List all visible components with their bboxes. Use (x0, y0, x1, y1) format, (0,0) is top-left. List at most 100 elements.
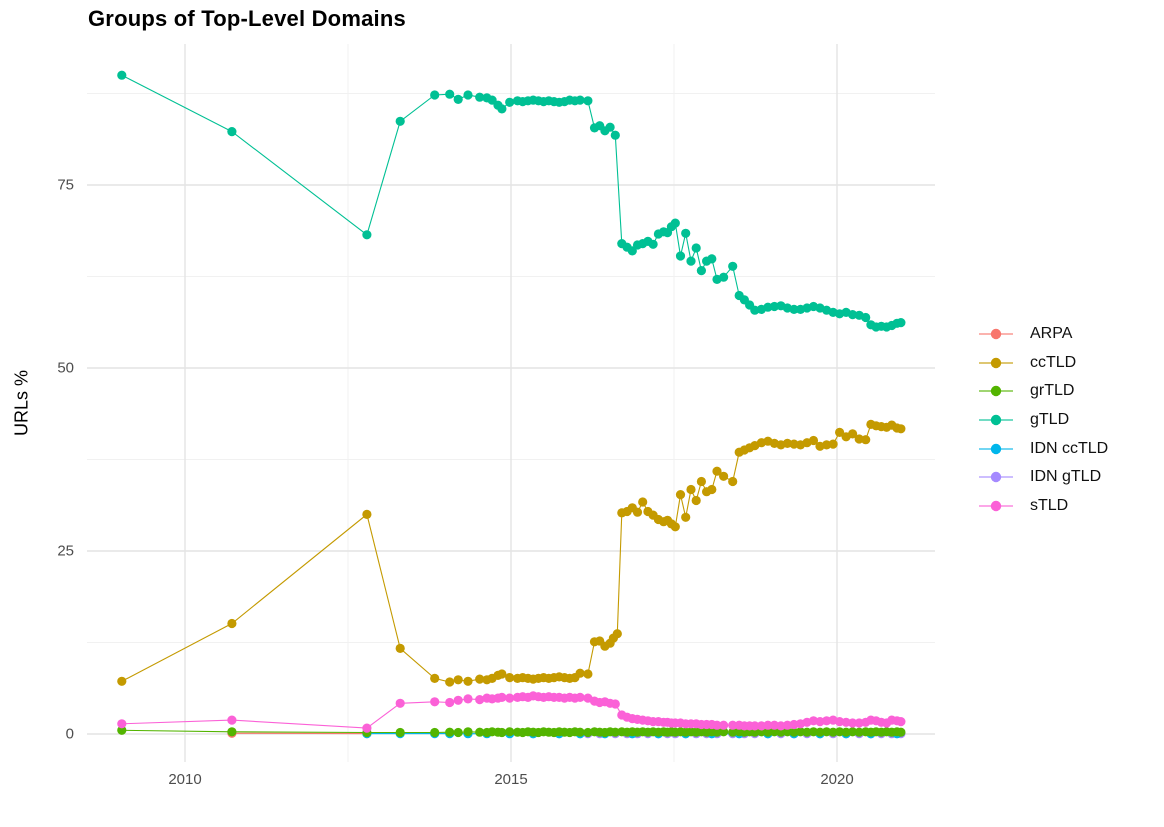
data-point (362, 509, 372, 519)
data-point (841, 727, 851, 737)
data-point (227, 618, 237, 629)
data-point (463, 694, 473, 704)
data-point (712, 727, 722, 737)
data-point (505, 693, 515, 703)
y-tick-label: 50 (57, 359, 74, 377)
legend: ARPA ccTLD grTLD gTLD IDN ccTLD IDN gTLD sTLD (978, 320, 1108, 520)
data-point (453, 94, 463, 104)
chart-title: Groups of Top-Level Domains (88, 6, 406, 31)
data-point (445, 697, 455, 708)
data-point (362, 723, 372, 733)
data-point (789, 304, 799, 314)
data-point (475, 727, 485, 737)
legend-label: IDN gTLD (1030, 468, 1102, 486)
data-point (583, 669, 593, 679)
data-point (750, 727, 760, 737)
data-point (117, 719, 127, 729)
data-point (896, 727, 906, 737)
data-point (648, 239, 658, 249)
data-point (445, 89, 455, 99)
data-point (712, 720, 722, 730)
data-point (769, 727, 780, 737)
data-point (854, 727, 864, 737)
data-point (896, 717, 906, 727)
data-point (835, 427, 845, 437)
data-point (497, 104, 507, 114)
data-point (453, 727, 463, 738)
data-point (612, 629, 622, 639)
data-point (828, 727, 838, 737)
legend-key-icon (979, 443, 1013, 454)
data-point (605, 122, 615, 132)
legend-label: grTLD (1030, 382, 1075, 400)
data-point (719, 272, 729, 282)
data-point (463, 727, 473, 737)
x-tick-label: 2010 (168, 771, 202, 788)
data-point (610, 699, 620, 709)
data-point (632, 507, 643, 517)
data-point (707, 484, 717, 495)
data-point (808, 435, 819, 446)
data-point (227, 727, 237, 737)
data-point (681, 228, 691, 238)
data-point (575, 692, 585, 703)
y-tick-label: 75 (57, 176, 74, 194)
data-point (117, 725, 127, 735)
data-point (686, 256, 696, 266)
data-point (505, 97, 515, 107)
data-point (430, 673, 440, 684)
legend-item-idn-gtld: IDN gTLD (978, 463, 1108, 492)
data-point (227, 715, 237, 725)
data-point (610, 727, 620, 737)
data-point (795, 727, 806, 737)
data-point (696, 266, 707, 276)
data-point (395, 698, 405, 708)
data-point (395, 116, 405, 126)
data-point (728, 720, 738, 730)
legend-item-cctld: ccTLD (978, 349, 1108, 378)
legend-label: ccTLD (1030, 353, 1077, 371)
y-axis-label: URLs % (11, 369, 32, 437)
data-point (362, 230, 372, 240)
data-point (696, 476, 707, 487)
data-point (822, 727, 832, 737)
data-point (728, 727, 738, 737)
data-point (475, 695, 485, 705)
legend-label: gTLD (1030, 411, 1070, 429)
data-point (445, 677, 455, 687)
data-point (815, 727, 825, 737)
data-point (475, 92, 485, 102)
data-point (728, 261, 738, 271)
data-point (453, 675, 463, 685)
legend-key-icon (979, 386, 1013, 397)
data-point (789, 727, 799, 737)
data-point (583, 96, 593, 106)
legend-key-icon (979, 414, 1013, 426)
data-point (430, 697, 440, 707)
data-point (848, 727, 858, 737)
data-point (670, 522, 680, 532)
data-point (463, 90, 473, 100)
data-point (227, 127, 237, 137)
data-point (802, 727, 812, 737)
series-stld (117, 691, 906, 733)
data-point (675, 490, 686, 500)
data-point (848, 718, 858, 728)
series-gtld (117, 70, 906, 332)
data-point (430, 727, 440, 738)
legend-label: IDN ccTLD (1030, 439, 1109, 457)
data-point (691, 495, 701, 506)
legend-item-stld: sTLD (978, 492, 1108, 521)
data-point (691, 243, 701, 253)
legend-item-grtld: grTLD (978, 377, 1108, 406)
x-tick-label: 2015 (494, 771, 528, 788)
data-point (575, 727, 585, 737)
data-point (575, 668, 585, 678)
data-point (453, 695, 463, 705)
data-point (395, 727, 405, 738)
legend-item-gtld: gTLD (978, 406, 1108, 435)
data-point (828, 439, 838, 449)
legend-item-idn-cctld: IDN ccTLD (978, 434, 1108, 463)
legend-key-icon (979, 329, 1013, 340)
